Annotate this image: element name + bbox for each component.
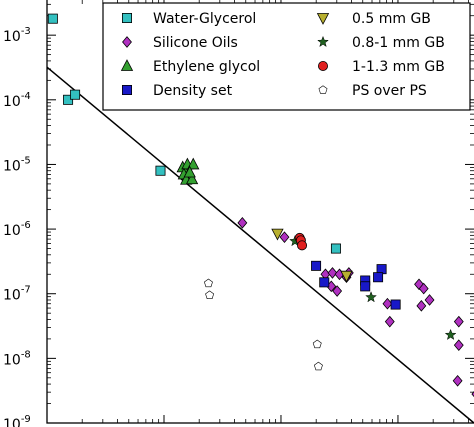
data-point	[187, 157, 200, 170]
data-point	[155, 165, 166, 176]
data-point	[424, 294, 435, 306]
y-tick-label: 10-6	[3, 220, 31, 239]
data-point	[453, 315, 464, 328]
y-tick-label: 10-5	[3, 155, 31, 174]
y-tick-label: 10-7	[3, 285, 31, 304]
data-point	[327, 267, 338, 279]
data-point	[471, 391, 474, 398]
legend-label: Water-Glycerol	[153, 11, 256, 27]
legend-label: 0.5 mm GB	[352, 11, 431, 27]
legend-marker	[120, 59, 134, 71]
data-point	[373, 272, 384, 283]
data-point	[47, 13, 58, 24]
legend-marker	[318, 85, 328, 94]
data-point	[63, 94, 74, 105]
y-tick-labels: 10-3 10-4 10-5 10-6 10-7 10-8 10-9	[3, 26, 31, 427]
data-point	[185, 172, 199, 185]
legend-label: 0.8-1 mm GB	[352, 35, 445, 51]
data-point	[313, 361, 323, 371]
legend-label: PS over PS	[352, 83, 427, 99]
data-point	[416, 299, 427, 312]
y-tick-label: 10-3	[3, 26, 31, 45]
series-ps-over-ps	[203, 278, 323, 371]
data-point	[311, 260, 322, 271]
data-point	[279, 231, 290, 243]
data-point	[452, 374, 463, 387]
data-point	[444, 328, 457, 341]
data-point	[312, 339, 322, 349]
legend-marker	[122, 12, 133, 23]
legend-label: Ethylene glycol	[153, 59, 260, 75]
series-1-1-3-mm-gb	[294, 232, 308, 251]
legend-marker	[122, 85, 133, 96]
y-tick-label: 10-9	[3, 414, 31, 427]
series-ethylene-glycol	[176, 157, 200, 185]
data-point	[271, 228, 284, 241]
legend-marker	[317, 61, 328, 72]
data-point	[330, 243, 341, 254]
data-point	[340, 270, 353, 283]
data-point	[183, 165, 196, 178]
data-point	[365, 291, 377, 303]
y-tick-label: 10-8	[3, 349, 31, 368]
series-density-set	[311, 260, 401, 310]
data-point	[237, 217, 248, 229]
data-point	[382, 297, 393, 310]
legend-label: Silicone Oils	[153, 35, 238, 51]
data-point	[453, 339, 464, 351]
y-tick-label: 10-4	[3, 91, 31, 110]
fit-line	[46, 66, 474, 424]
legend-label: 1-1.3 mm GB	[352, 59, 445, 75]
data-point	[297, 240, 308, 251]
data-point	[360, 281, 371, 292]
data-point	[203, 278, 213, 288]
legend-label: Density set	[153, 83, 233, 99]
data-points	[47, 13, 474, 398]
series-silicone-oils	[237, 217, 474, 398]
series-water-glycerol	[47, 13, 341, 254]
data-point	[332, 285, 343, 297]
plot-area	[46, 0, 474, 424]
data-point	[70, 89, 81, 100]
series-0-8-1-mm-gb	[289, 234, 457, 341]
legend-marker	[122, 36, 132, 48]
legend-marker	[316, 13, 330, 25]
data-point	[390, 299, 401, 310]
data-point	[319, 277, 330, 288]
legend: Water-Glycerol Silicone Oils Ethylene glyc…	[102, 2, 471, 111]
legend-box	[102, 2, 471, 111]
data-point	[205, 290, 215, 299]
series-0-5-mm-gb	[271, 228, 353, 283]
legend-marker	[317, 35, 329, 48]
data-point	[384, 315, 395, 328]
data-point	[418, 282, 429, 295]
